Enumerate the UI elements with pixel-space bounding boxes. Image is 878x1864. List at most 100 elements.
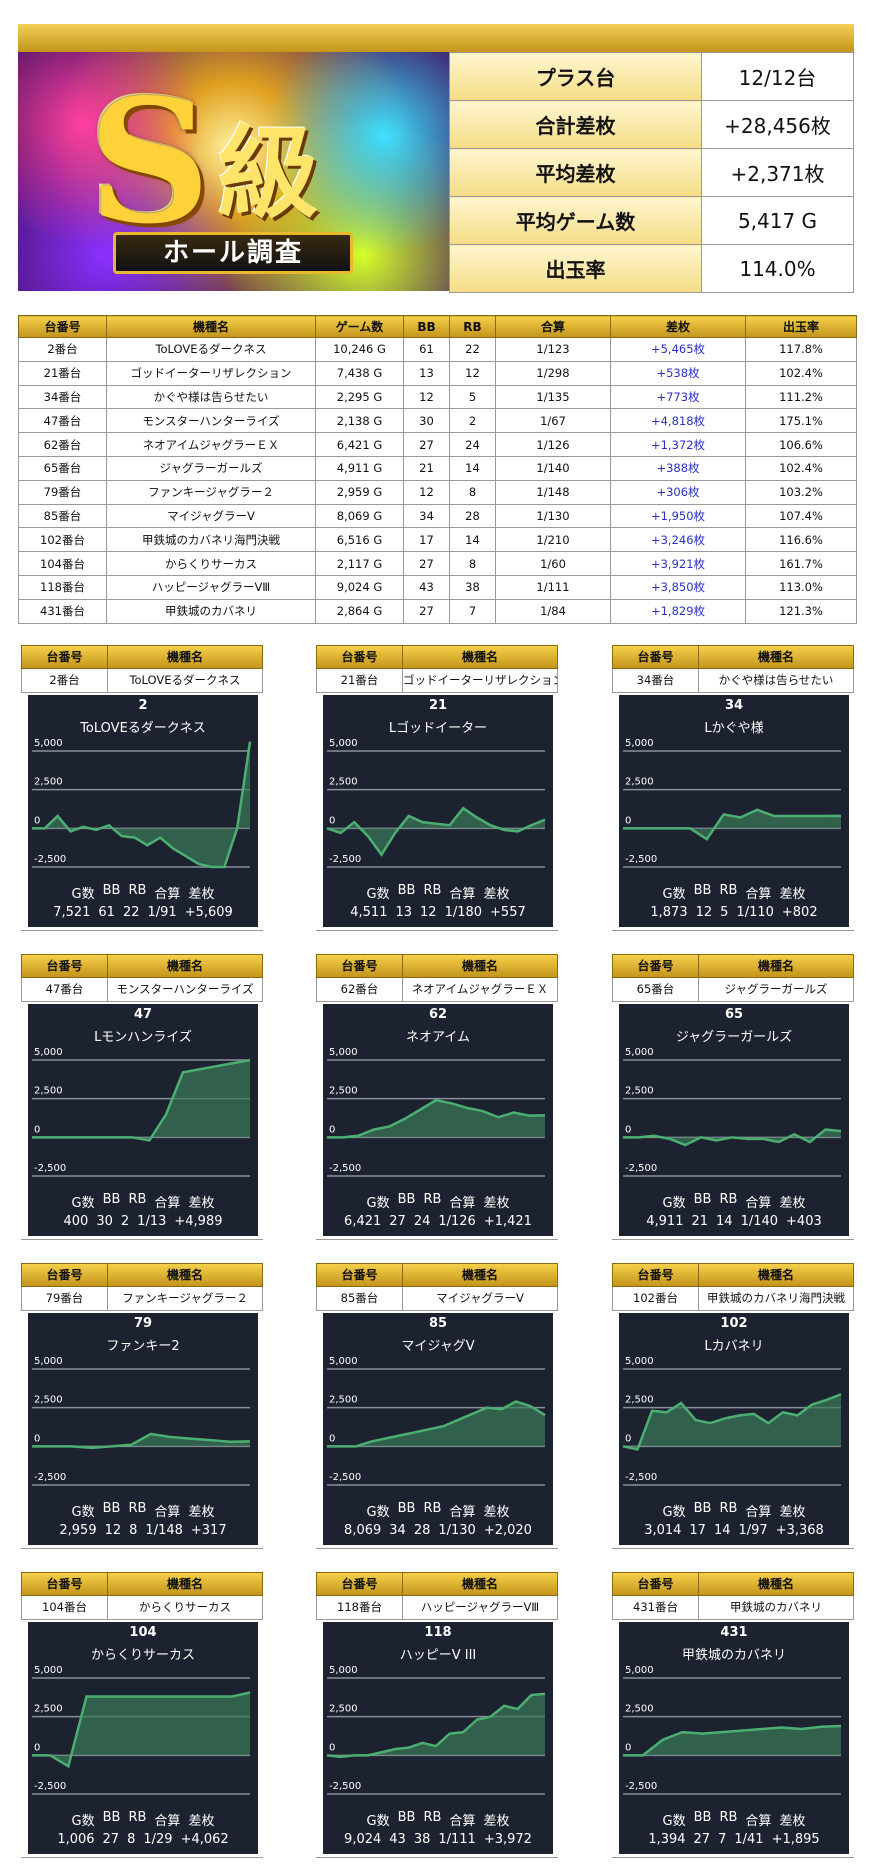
table-cell: 7,438 G [315, 360, 404, 386]
card-header: 台番号 機種名 [316, 954, 558, 978]
y-tick-label: 0 [34, 1742, 40, 1753]
machine-card: 台番号 機種名 34番台 かぐや様は告らせたい 5,000 2,500 0 -2,500 34 L… [612, 645, 854, 931]
table-cell: ジャグラーガールズ [106, 455, 316, 481]
stat-label: G数 [662, 1505, 686, 1520]
series-line [32, 1058, 251, 1142]
card-header-name: 機種名 [461, 1577, 498, 1591]
series-line [623, 1128, 842, 1147]
column-header: 機種名 [106, 315, 316, 338]
card-header: 台番号 機種名 [612, 1263, 854, 1287]
y-tick-label: -2,500 [625, 1781, 657, 1792]
table-row: 34番台 かぐや様は告らせたい 2,295 G 12 5 1/135 +773枚 111.2% [18, 384, 857, 410]
table-cell: 107.4% [745, 503, 857, 529]
stat-value: 43 [389, 1832, 406, 1847]
stat-label: RB [719, 883, 738, 898]
table-cell: 4,911 G [315, 455, 404, 481]
card-header: 台番号 機種名 [612, 1572, 854, 1596]
stat-labels: G数 BB RB 合算 差枚 [323, 1501, 553, 1520]
column-header: ゲーム数 [315, 315, 404, 338]
stat-value: 2,959 [59, 1523, 97, 1538]
chart-panel: 5,000 2,500 0 -2,500 62 ネオアイム G数 BB RB 合算 差枚 6,421 2… [323, 1004, 553, 1236]
machine-card: 台番号 機種名 79番台 ファンキージャグラー２ 5,000 2,500 0 -2,500 79… [21, 1263, 263, 1549]
summary-row: プラス台 12/12台 [449, 52, 854, 101]
table-cell: ファンキージャグラー２ [106, 479, 316, 505]
chart-svg: 5,000 2,500 0 -2,500 [326, 738, 546, 868]
y-tick-label: 2,500 [625, 777, 654, 788]
series-area [32, 1433, 250, 1448]
table-cell: 2,295 G [315, 384, 404, 410]
stat-label: G数 [366, 1196, 390, 1211]
table-cell: 甲鉄城のカバネリ [106, 598, 316, 624]
stat-values: 6,421 27 24 1/126 +1,421 [323, 1214, 553, 1229]
stat-values: 7,521 61 22 1/91 +5,609 [28, 905, 258, 920]
stat-value: 12 [695, 905, 713, 920]
stat-value: 21 [691, 1214, 709, 1229]
y-tick-label: 0 [329, 1742, 335, 1753]
table-cell: 28 [449, 503, 496, 529]
table-cell: 38 [449, 574, 496, 600]
summary-value: 114.0% [701, 244, 854, 293]
stat-value: 61 [98, 905, 115, 920]
stat-values: 1,394 27 7 1/41 +1,895 [619, 1832, 849, 1847]
stat-label: 合算 [745, 887, 772, 902]
chart-svg: 5,000 2,500 0 -2,500 [623, 1665, 842, 1795]
card-machine-no: 65番台 [613, 978, 699, 1001]
y-tick-label: 2,500 [34, 777, 63, 788]
card-footer-line [21, 1856, 263, 1858]
table-cell: 6,516 G [315, 527, 404, 553]
table-cell: 27 [403, 598, 450, 624]
stat-value: 24 [413, 1214, 431, 1229]
chart-number: 102 [720, 1316, 748, 1331]
table-cell: 7 [449, 598, 496, 624]
stat-labels: G数 BB RB 合算 差枚 [28, 1501, 258, 1520]
stat-value: +4,989 [174, 1214, 223, 1229]
y-tick-label: 0 [34, 1124, 40, 1135]
stat-label: RB [128, 883, 147, 898]
table-cell: 21 [403, 455, 450, 481]
summary-label: 出玉率 [449, 244, 702, 293]
stat-labels: G数 BB RB 合算 差枚 [28, 883, 258, 902]
table-cell: 8 [449, 551, 496, 576]
stat-labels: G数 BB RB 合算 差枚 [323, 1810, 553, 1829]
y-tick-label: 2,500 [625, 1704, 654, 1715]
card-machine-name: モンスターハンターライズ [116, 982, 254, 996]
stat-value: 1/41 [734, 1832, 764, 1847]
chart-title: Lゴッドイーター [388, 721, 488, 736]
stat-label: RB [423, 1501, 442, 1516]
table-cell: 17 [403, 527, 450, 553]
y-tick-label: 0 [625, 1124, 631, 1135]
summary-value: 12/12台 [701, 52, 854, 101]
stat-value: +4,062 [180, 1832, 229, 1847]
stat-label: BB [397, 883, 416, 898]
table-cell: 79番台 [18, 479, 107, 505]
stat-values: 4,511 13 12 1/180 +557 [323, 905, 553, 920]
stat-label: BB [102, 1192, 121, 1207]
y-tick-label: 0 [329, 1433, 335, 1444]
stat-value: 27 [693, 1832, 711, 1847]
y-tick-label: 2,500 [34, 1704, 63, 1715]
table-row: 85番台 マイジャグラーⅤ 8,069 G 34 28 1/130 +1,950枚 107.4… [18, 503, 857, 529]
series-line [32, 1432, 251, 1450]
series-line [32, 741, 252, 869]
machine-card: 台番号 機種名 85番台 マイジャグラーⅤ 5,000 2,500 0 -2,500 85 マイジ… [316, 1263, 558, 1549]
stat-values: 2,959 12 8 1/148 +317 [28, 1523, 258, 1538]
table-cell: 116.6% [745, 527, 857, 553]
stat-label: RB [128, 1192, 147, 1207]
machine-card: 台番号 機種名 104番台 からくりサーカス 5,000 2,500 0 -2,500 104 か… [21, 1572, 263, 1858]
stat-value: 4,911 [646, 1214, 684, 1229]
stat-label: 合算 [154, 1196, 181, 1211]
table-cell: 2,959 G [315, 479, 404, 505]
card-header: 台番号 機種名 [612, 645, 854, 669]
y-tick-label: -2,500 [625, 1163, 657, 1174]
table-cell: モンスターハンターライズ [106, 408, 316, 434]
y-tick-label: -2,500 [34, 1163, 66, 1174]
y-tick-label: -2,500 [34, 1472, 66, 1483]
stat-labels: G数 BB RB 合算 差枚 [619, 1810, 849, 1829]
chart-panel: 5,000 2,500 0 -2,500 34 Lかぐや様 G数 BB RB 合算 差枚 1,873 1… [619, 695, 849, 927]
table-cell: ToLOVEるダークネス [106, 337, 316, 362]
stat-label: 合算 [745, 1196, 772, 1211]
card-footer-line [21, 1547, 263, 1549]
stat-value: 8 [127, 1832, 136, 1847]
card-machine-name: ファンキージャグラー２ [122, 1291, 248, 1305]
table-cell: 175.1% [745, 408, 857, 434]
